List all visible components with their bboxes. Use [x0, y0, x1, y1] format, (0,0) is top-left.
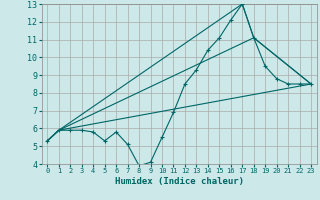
X-axis label: Humidex (Indice chaleur): Humidex (Indice chaleur): [115, 177, 244, 186]
